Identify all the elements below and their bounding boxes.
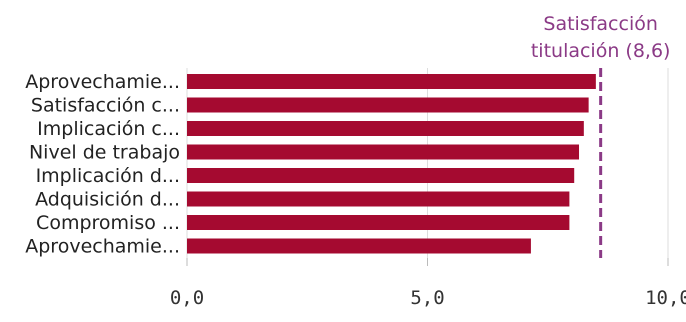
x-axis-ticks: 0,0 5,0 10,0 bbox=[170, 258, 686, 309]
bar bbox=[187, 97, 589, 113]
bar bbox=[187, 215, 570, 230]
bars bbox=[187, 74, 596, 254]
category-label: Compromiso ... bbox=[36, 212, 180, 234]
x-tick-label: 0,0 bbox=[170, 287, 204, 309]
reference-line-group: Satisfacción titulación (8,6) bbox=[531, 13, 671, 258]
bar bbox=[187, 168, 575, 183]
category-label: Aprovechamie... bbox=[25, 236, 180, 258]
category-labels: Aprovechamie...Satisfacción c...Implicac… bbox=[25, 71, 180, 258]
bar bbox=[187, 191, 570, 207]
bar bbox=[187, 121, 584, 136]
bar bbox=[187, 144, 580, 160]
bar bbox=[187, 238, 531, 254]
reference-label: titulación (8,6) bbox=[531, 40, 671, 62]
category-label: Implicación c... bbox=[37, 118, 180, 140]
x-tick-label: 5,0 bbox=[410, 287, 444, 309]
bar bbox=[187, 74, 596, 89]
category-label: Nivel de trabajo bbox=[29, 142, 180, 164]
category-label: Aprovechamie... bbox=[25, 71, 180, 93]
category-label: Implicación d... bbox=[36, 165, 180, 187]
category-label: Satisfacción c... bbox=[31, 95, 180, 117]
reference-label: Satisfacción bbox=[543, 13, 658, 35]
category-label: Adquisición d... bbox=[35, 189, 180, 211]
x-tick-label: 10,0 bbox=[645, 287, 686, 309]
